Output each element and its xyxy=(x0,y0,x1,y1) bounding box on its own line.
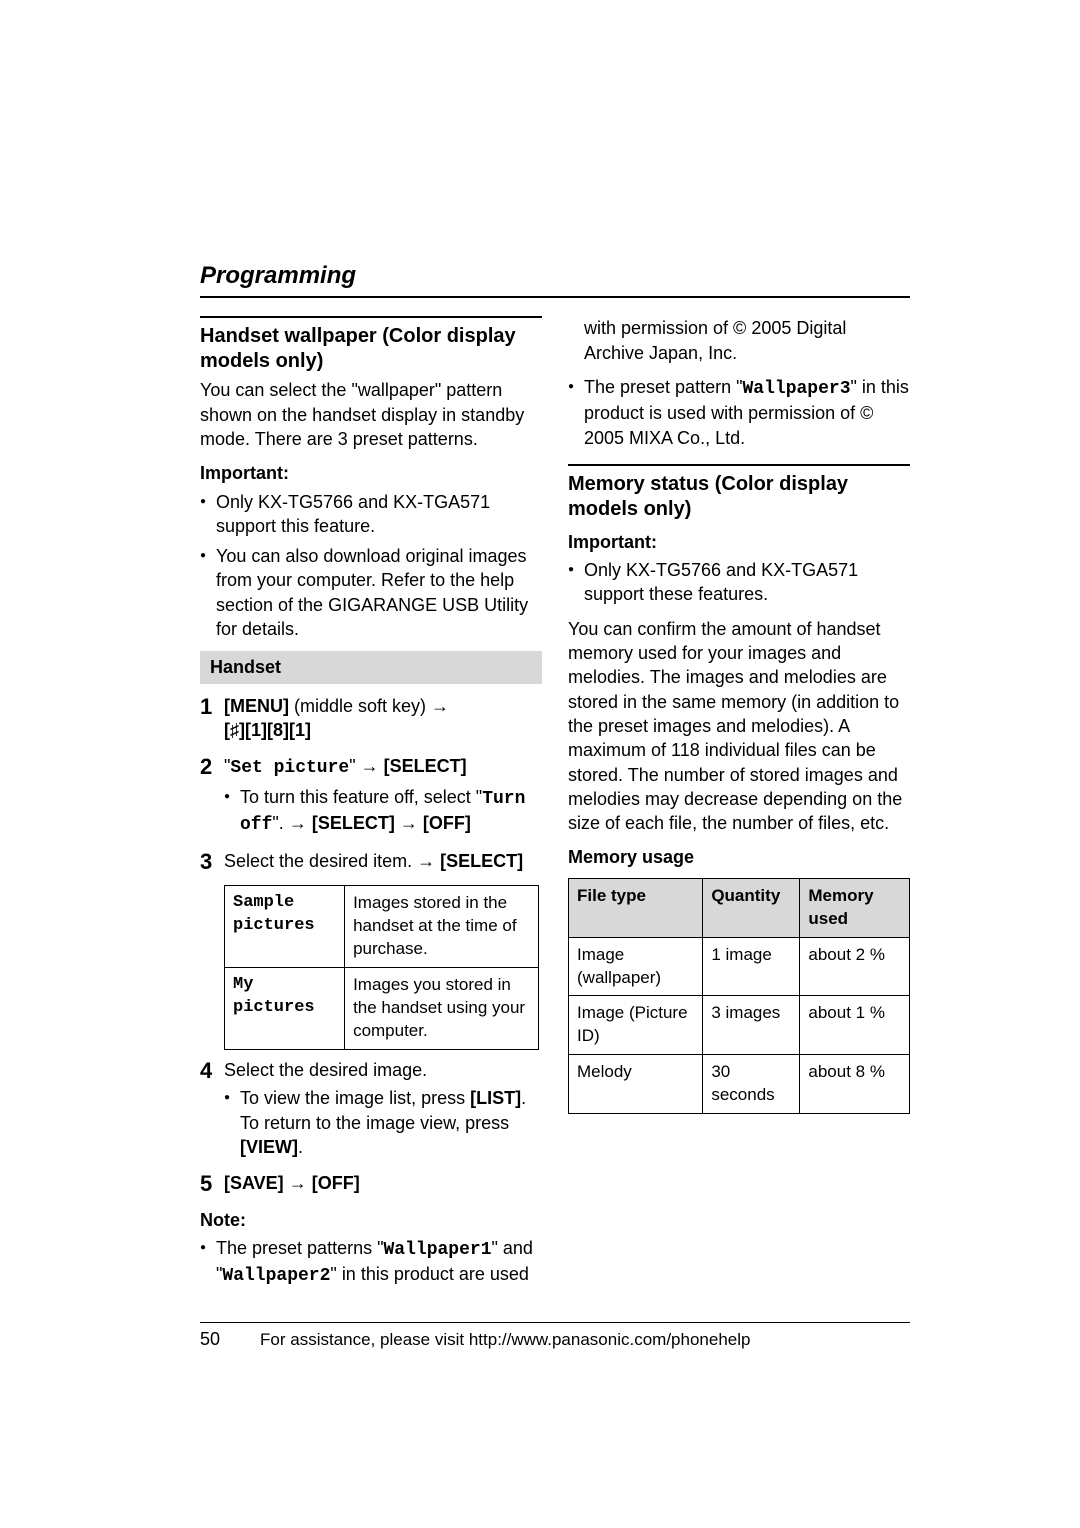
pictures-table: Sample pictures Images stored in the han… xyxy=(224,885,539,1050)
arrow-icon: → xyxy=(400,813,418,833)
continuation-text: with permission of © 2005 Digital Archiv… xyxy=(568,316,910,365)
step-5: [SAVE] → [OFF] xyxy=(200,1171,542,1195)
table-row: Sample pictures Images stored in the han… xyxy=(225,886,539,968)
wallpaper3-text: Wallpaper3 xyxy=(742,379,850,399)
note-item: The preset patterns "Wallpaper1" and "Wa… xyxy=(200,1236,542,1289)
wallpaper1-text: Wallpaper1 xyxy=(383,1240,491,1260)
list-key: [LIST] xyxy=(470,1088,521,1108)
continuation-item: The preset pattern "Wallpaper3" in this … xyxy=(568,375,910,450)
steps-list-cont: Select the desired image. To view the im… xyxy=(200,1058,542,1195)
table-cell: Images stored in the handset at the time… xyxy=(345,886,539,968)
arrow-icon: → xyxy=(289,1173,307,1193)
step-4-text: Select the desired image. xyxy=(224,1060,427,1080)
important-label: Important: xyxy=(568,530,910,554)
steps-list: [MENU] (middle soft key) → [♯][1][8][1] … xyxy=(200,694,542,874)
footer-text: For assistance, please visit http://www.… xyxy=(260,1329,750,1352)
table-cell: 30 seconds xyxy=(703,1055,800,1114)
page-footer: 50 For assistance, please visit http://w… xyxy=(200,1322,910,1352)
menu-key: [MENU] xyxy=(224,696,289,716)
continuation-list: The preset pattern "Wallpaper3" in this … xyxy=(568,375,910,450)
left-column: Handset wallpaper (Color display models … xyxy=(200,316,542,1298)
right-column: with permission of © 2005 Digital Archiv… xyxy=(568,316,910,1298)
arrow-icon: → xyxy=(361,756,379,776)
table-header: Memory used xyxy=(800,878,910,937)
table-cell: Sample pictures xyxy=(225,886,345,968)
arrow-icon: → xyxy=(417,851,435,871)
table-cell: Images you stored in the handset using y… xyxy=(345,968,539,1050)
step-1: [MENU] (middle soft key) → [♯][1][8][1] xyxy=(200,694,542,743)
note-text: " in this product are used xyxy=(330,1264,529,1284)
arrow-icon: → xyxy=(289,813,307,833)
memory-paragraph: You can confirm the amount of handset me… xyxy=(568,617,910,836)
table-cell: Melody xyxy=(569,1055,703,1114)
table-cell: about 1 % xyxy=(800,996,910,1055)
table-cell: 3 images xyxy=(703,996,800,1055)
important-list: Only KX-TG5766 and KX-TGA571 support thi… xyxy=(200,490,542,642)
sub-text: To view the image list, press xyxy=(240,1088,470,1108)
memory-usage-label: Memory usage xyxy=(568,845,910,869)
select-key: [SELECT] xyxy=(440,851,523,871)
table-row: Image (wallpaper) 1 image about 2 % xyxy=(569,937,910,996)
select-key: [SELECT] xyxy=(312,813,395,833)
divider xyxy=(200,316,542,318)
important-item: You can also download original images fr… xyxy=(200,544,542,641)
sub-text: ". xyxy=(272,813,288,833)
select-key: [SELECT] xyxy=(384,756,467,776)
step-2-sub-item: To turn this feature off, select "Turn o… xyxy=(224,785,542,838)
wallpaper-heading: Handset wallpaper (Color display models … xyxy=(200,324,542,374)
table-row: My pictures Images you stored in the han… xyxy=(225,968,539,1050)
section-title: Programming xyxy=(200,260,910,298)
table-row: Melody 30 seconds about 8 % xyxy=(569,1055,910,1114)
step-2-sub: To turn this feature off, select "Turn o… xyxy=(224,785,542,838)
step-3: Select the desired item. → [SELECT] xyxy=(200,849,542,873)
page-number: 50 xyxy=(200,1327,220,1351)
arrow-icon: → xyxy=(431,696,449,716)
step-4: Select the desired image. To view the im… xyxy=(200,1058,542,1159)
key-sequence: [♯][1][8][1] xyxy=(224,720,311,740)
important-item: Only KX-TG5766 and KX-TGA571 support thi… xyxy=(200,490,542,539)
memory-table: File type Quantity Memory used Image (wa… xyxy=(568,878,910,1115)
save-key: [SAVE] xyxy=(224,1173,284,1193)
table-cell: My pictures xyxy=(225,968,345,1050)
sub-text: . xyxy=(298,1137,303,1157)
set-picture-text: Set picture xyxy=(230,758,349,778)
menu-note: (middle soft key) xyxy=(289,696,431,716)
step-4-sub-item: To view the image list, press [LIST]. To… xyxy=(224,1086,542,1159)
table-header: Quantity xyxy=(703,878,800,937)
sub-text: To turn this feature off, select " xyxy=(240,787,482,807)
table-cell: Image (Picture ID) xyxy=(569,996,703,1055)
off-key: [OFF] xyxy=(423,813,471,833)
table-row: Image (Picture ID) 3 images about 1 % xyxy=(569,996,910,1055)
table-cell: about 2 % xyxy=(800,937,910,996)
memory-heading: Memory status (Color display models only… xyxy=(568,472,910,522)
off-key: [OFF] xyxy=(312,1173,360,1193)
important-label: Important: xyxy=(200,461,542,485)
table-header: File type xyxy=(569,878,703,937)
note-label: Note: xyxy=(200,1208,542,1232)
step-3-text: Select the desired item. xyxy=(224,851,417,871)
two-column-layout: Handset wallpaper (Color display models … xyxy=(200,316,910,1298)
step-4-sub: To view the image list, press [LIST]. To… xyxy=(224,1086,542,1159)
cont-text: The preset pattern " xyxy=(584,377,742,397)
important-list: Only KX-TG5766 and KX-TGA571 support the… xyxy=(568,558,910,607)
note-list: The preset patterns "Wallpaper1" and "Wa… xyxy=(200,1236,542,1289)
divider xyxy=(568,464,910,466)
table-cell: Image (wallpaper) xyxy=(569,937,703,996)
wallpaper-intro: You can select the "wallpaper" pattern s… xyxy=(200,378,542,451)
table-header-row: File type Quantity Memory used xyxy=(569,878,910,937)
table-cell: about 8 % xyxy=(800,1055,910,1114)
view-key: [VIEW] xyxy=(240,1137,298,1157)
note-text: The preset patterns " xyxy=(216,1238,383,1258)
step-2: "Set picture" → [SELECT] To turn this fe… xyxy=(200,754,542,837)
important-item: Only KX-TG5766 and KX-TGA571 support the… xyxy=(568,558,910,607)
handset-label: Handset xyxy=(200,651,542,683)
table-cell: 1 image xyxy=(703,937,800,996)
wallpaper2-text: Wallpaper2 xyxy=(222,1266,330,1286)
